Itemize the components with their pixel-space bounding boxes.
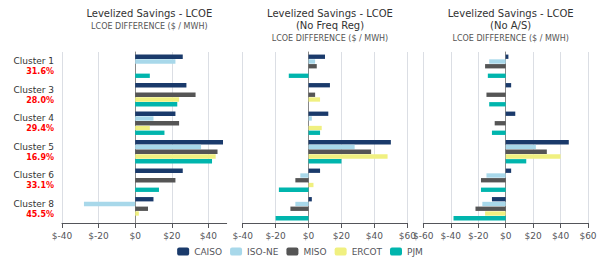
svg-text:$40: $40 [200,231,217,241]
svg-text:$40: $40 [366,231,383,241]
svg-text:Levelized Savings - LCOE: Levelized Savings - LCOE [448,8,574,19]
svg-text:CAISO: CAISO [194,247,222,257]
svg-text:Cluster 6: Cluster 6 [13,170,54,180]
svg-text:$0: $0 [129,231,141,241]
svg-text:MISO: MISO [303,247,326,257]
svg-text:LCOE DIFFERENCE ($ / MWH): LCOE DIFFERENCE ($ / MWH) [452,34,568,43]
svg-text:$60: $60 [398,230,416,241]
svg-text:Levelized Savings - LCOE: Levelized Savings - LCOE [86,8,212,19]
svg-text:31.6%: 31.6% [26,67,54,76]
svg-text:Cluster 4: Cluster 4 [13,113,54,123]
svg-text:Cluster 8: Cluster 8 [13,199,54,209]
svg-text:$40: $40 [552,231,569,241]
svg-text:$-20: $-20 [468,231,489,241]
svg-text:LCOE DIFFERENCE ($ / MWH): LCOE DIFFERENCE ($ / MWH) [91,22,207,31]
svg-text:$60: $60 [579,231,596,241]
svg-text:(No Freq Reg): (No Freq Reg) [296,20,364,31]
svg-text:$0: $0 [500,231,512,241]
svg-text:ERCOT: ERCOT [352,247,383,257]
svg-text:28.0%: 28.0% [26,96,54,105]
svg-text:$0: $0 [303,231,315,241]
svg-text:$20: $20 [525,231,542,241]
svg-text:$-40: $-40 [232,231,253,241]
svg-text:$20: $20 [163,231,180,241]
svg-text:Levelized Savings - LCOE: Levelized Savings - LCOE [267,8,393,19]
svg-text:33.1%: 33.1% [26,181,54,190]
svg-text:$-40: $-40 [441,231,462,241]
svg-text:$20: $20 [333,231,350,241]
svg-text:45.5%: 45.5% [26,210,54,219]
svg-text:LCOE DIFFERENCE ($ / MWH): LCOE DIFFERENCE ($ / MWH) [272,34,388,43]
svg-text:$-60: $-60 [413,231,434,241]
svg-text:16.9%: 16.9% [26,153,54,162]
svg-text:Cluster 3: Cluster 3 [13,85,54,95]
svg-text:$-20: $-20 [88,231,109,241]
svg-text:PJM: PJM [407,247,423,257]
svg-text:Cluster 1: Cluster 1 [13,56,54,66]
svg-text:ISO-NE: ISO-NE [247,247,279,257]
svg-text:29.4%: 29.4% [26,124,54,133]
svg-text:$-40: $-40 [52,231,73,241]
svg-text:(No A/S): (No A/S) [490,20,531,31]
svg-text:Cluster 5: Cluster 5 [13,142,54,152]
svg-text:$-20: $-20 [265,231,286,241]
